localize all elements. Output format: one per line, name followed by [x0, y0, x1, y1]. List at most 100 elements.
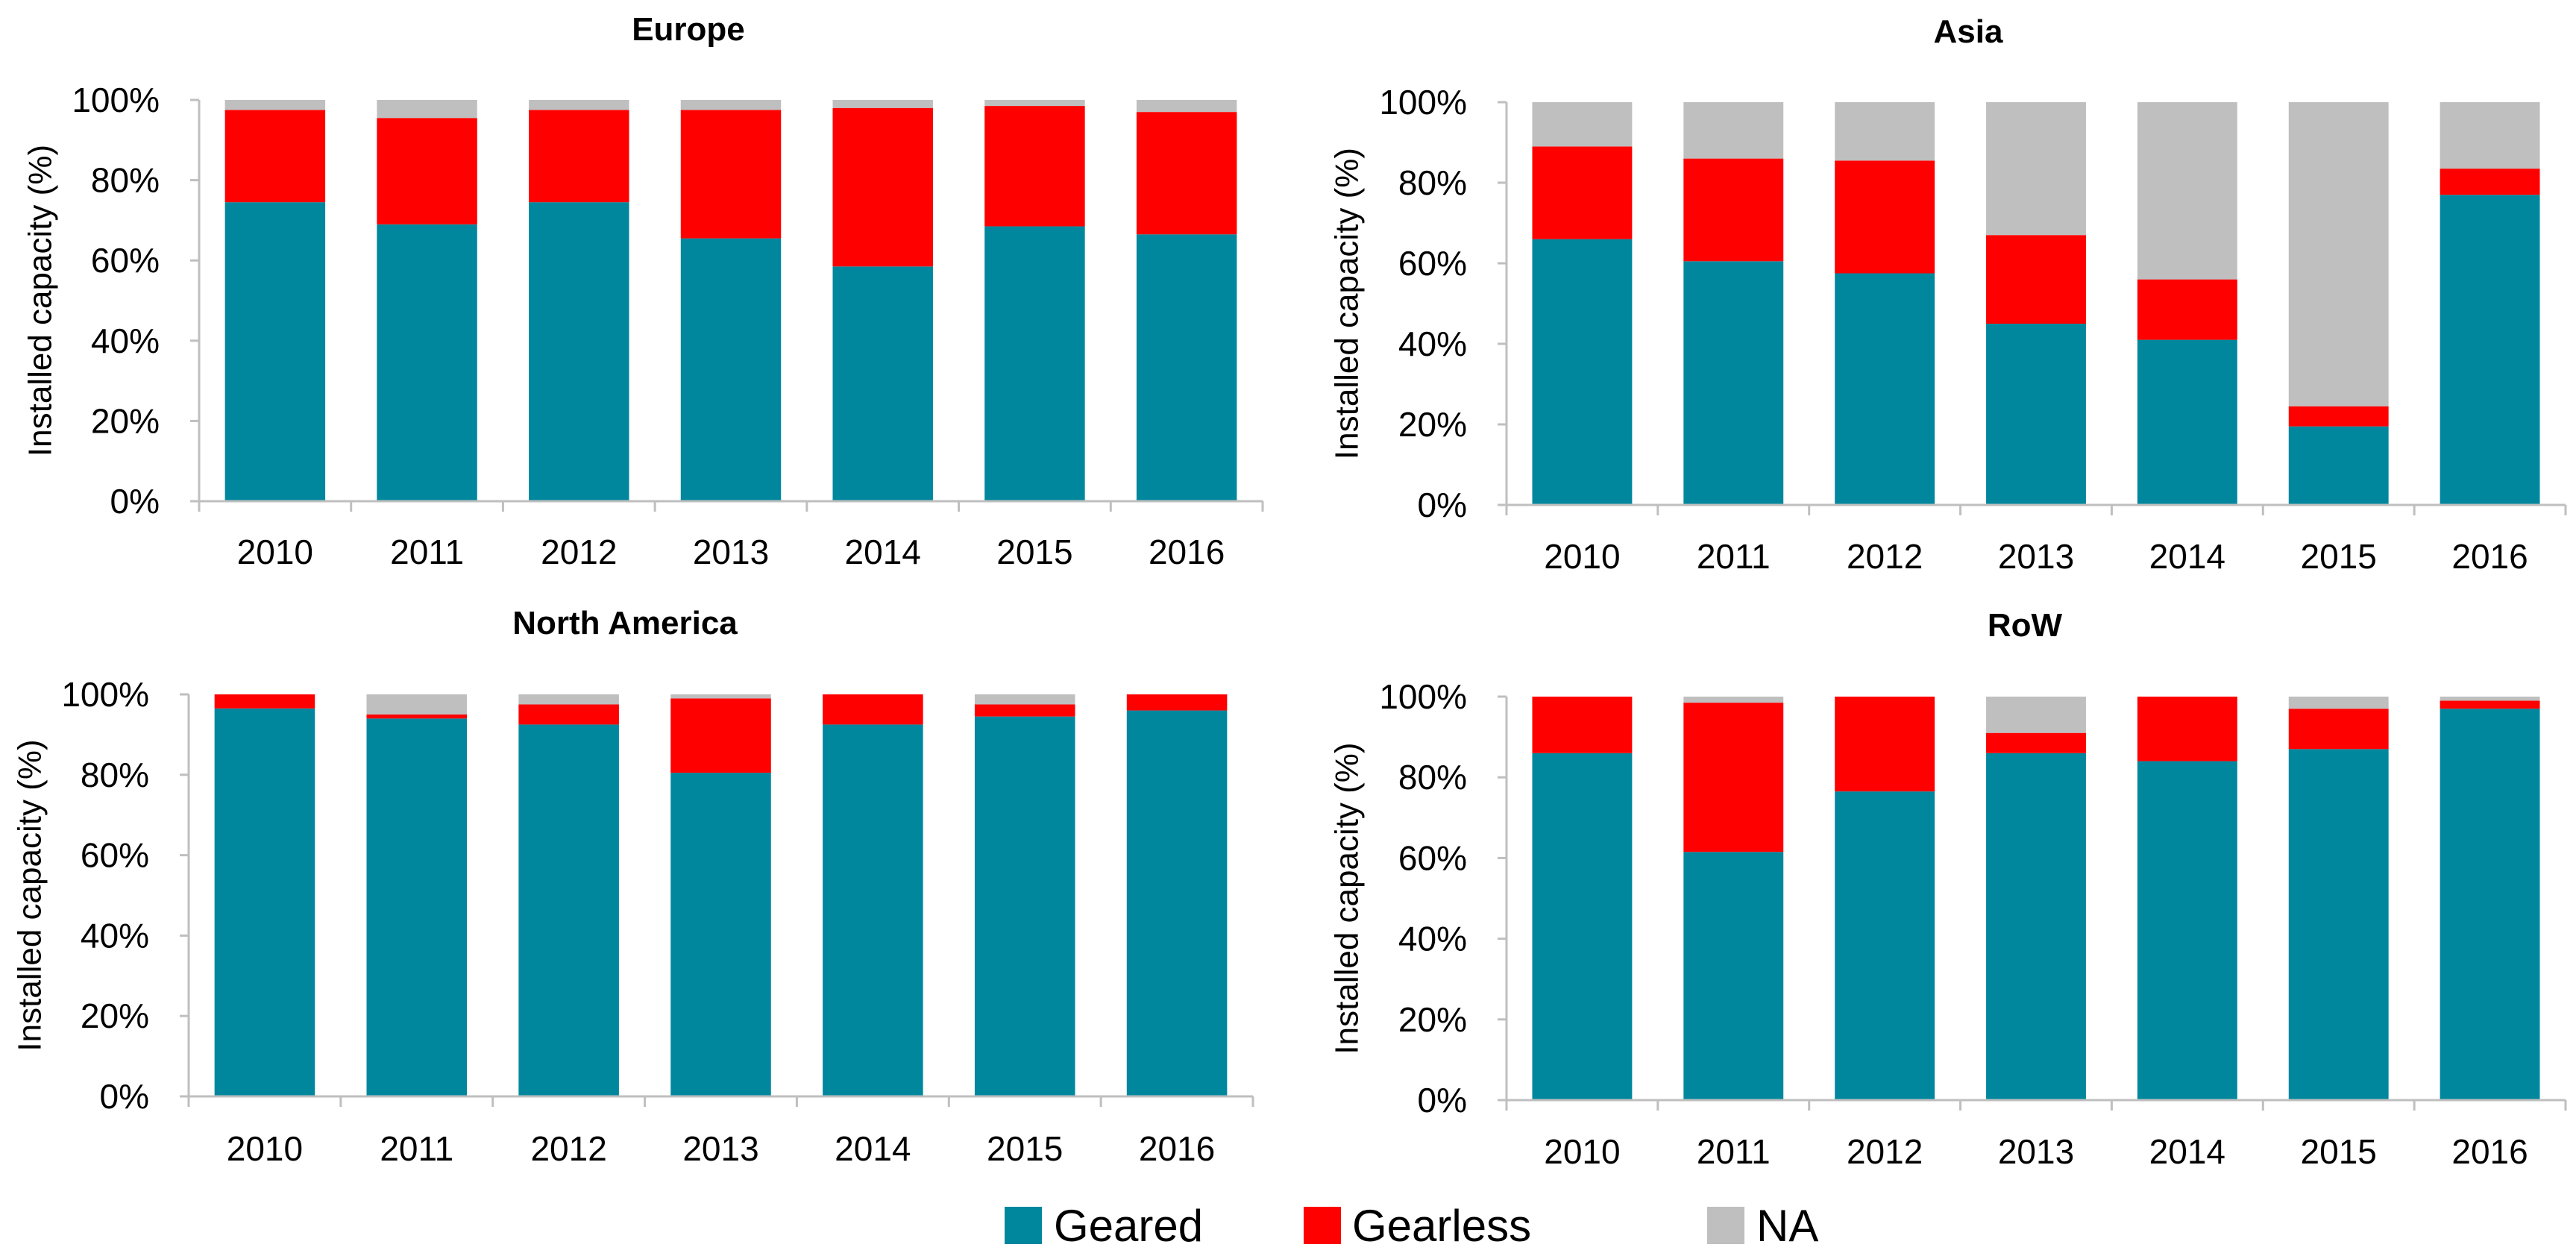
- x-tick-label: 2015: [987, 1129, 1063, 1168]
- y-axis-label: Installed capacity (%): [1329, 742, 1366, 1054]
- bar-geared-2013: [1986, 324, 2086, 505]
- y-tick-label: 80%: [1398, 163, 1467, 202]
- bar-na-2013: [1986, 102, 2086, 236]
- bar-gearless-2014: [2137, 279, 2237, 340]
- y-tick-label: 0%: [1418, 1081, 1467, 1120]
- x-tick-label: 2013: [1998, 537, 2074, 576]
- chart-title: North America: [512, 605, 738, 641]
- bar-na-2015: [974, 694, 1075, 705]
- y-tick-label: 100%: [1379, 677, 1467, 716]
- bar-geared-2012: [1835, 273, 1935, 505]
- bar-na-2010: [1532, 102, 1633, 147]
- bar-na-2012: [1835, 102, 1935, 161]
- bar-na-2016: [1136, 100, 1237, 113]
- bar-geared-2014: [2137, 339, 2237, 505]
- y-tick-label: 20%: [81, 996, 149, 1035]
- bar-geared-2015: [984, 226, 1085, 501]
- bar-geared-2014: [832, 266, 933, 501]
- legend-label-gearless: Gearless: [1352, 1201, 1531, 1251]
- x-tick-label: 2012: [541, 533, 617, 571]
- y-tick-label: 20%: [1398, 1000, 1467, 1039]
- bar-gearless-2011: [1683, 703, 1784, 852]
- x-tick-label: 2011: [1697, 537, 1771, 576]
- y-tick-label: 0%: [110, 482, 160, 521]
- y-axis-label: Installed capacity (%): [12, 739, 48, 1051]
- bar-geared-2013: [680, 238, 782, 501]
- bar-gearless-2010: [214, 694, 315, 709]
- y-tick-label: 100%: [1379, 83, 1467, 122]
- bar-gearless-2011: [377, 118, 477, 224]
- legend-swatch-geared: [1005, 1207, 1042, 1244]
- x-tick-label: 2016: [1149, 533, 1225, 571]
- bar-gearless-2014: [823, 694, 923, 725]
- chart-panel-north-america: North America Installed capacity (%) 0% 20%…: [12, 605, 1254, 1168]
- x-tick-label: 2014: [845, 533, 921, 571]
- y-tick-label: 80%: [81, 756, 149, 794]
- bar-na-2015: [2288, 697, 2389, 709]
- bar-na-2011: [377, 100, 477, 119]
- bar-geared-2011: [366, 718, 468, 1096]
- bar-na-2013: [670, 694, 771, 699]
- bar-geared-2011: [377, 224, 477, 501]
- y-tick-label: 40%: [81, 916, 149, 955]
- x-tick-label: 2013: [1998, 1132, 2074, 1171]
- bar-gearless-2013: [1986, 732, 2086, 753]
- bar-gearless-2013: [670, 698, 771, 773]
- x-tick-label: 2010: [1544, 537, 1620, 576]
- y-tick-label: 60%: [1398, 838, 1467, 877]
- x-tick-label: 2011: [1697, 1132, 1771, 1171]
- bar-gearless-2011: [366, 714, 468, 719]
- chart-title: Europe: [632, 11, 745, 48]
- x-tick-label: 2015: [2301, 1132, 2377, 1171]
- bar-na-2012: [529, 100, 629, 110]
- bar-gearless-2016: [2440, 700, 2540, 709]
- x-tick-label: 2016: [1139, 1129, 1215, 1168]
- bar-geared-2014: [2137, 761, 2237, 1100]
- bar-na-2014: [2137, 102, 2237, 280]
- bar-na-2013: [1986, 697, 2086, 733]
- bar-geared-2012: [518, 724, 619, 1096]
- x-tick-label: 2014: [2149, 537, 2225, 576]
- bar-geared-2011: [1683, 852, 1784, 1100]
- bar-na-2016: [2440, 697, 2540, 701]
- bar-geared-2012: [529, 202, 629, 501]
- chart-title: Asia: [1934, 13, 2003, 50]
- y-tick-label: 60%: [1398, 244, 1467, 283]
- bar-na-2016: [2440, 102, 2540, 169]
- legend-swatch-gearless: [1304, 1207, 1341, 1244]
- chart-panel-asia: Asia Installed capacity (%) 0% 20% 40% 60% 80%…: [1329, 13, 2567, 576]
- y-tick-label: 20%: [1398, 405, 1467, 444]
- bar-gearless-2012: [1835, 160, 1935, 274]
- y-tick-label: 0%: [100, 1077, 149, 1116]
- bar-geared-2015: [2288, 426, 2389, 505]
- y-tick-label: 40%: [1398, 324, 1467, 363]
- bar-geared-2010: [1532, 753, 1633, 1100]
- bar-na-2015: [984, 100, 1085, 107]
- y-axis-label: Installed capacity (%): [22, 145, 59, 456]
- y-tick-label: 80%: [91, 161, 160, 200]
- bar-na-2015: [2288, 102, 2389, 406]
- x-tick-label: 2016: [2451, 537, 2528, 576]
- x-tick-label: 2010: [237, 533, 313, 571]
- x-tick-label: 2011: [380, 1129, 453, 1168]
- y-tick-label: 0%: [1418, 486, 1467, 524]
- bar-gearless-2010: [1532, 146, 1633, 239]
- bar-geared-2016: [2440, 709, 2540, 1100]
- y-tick-label: 100%: [72, 81, 160, 119]
- bar-na-2013: [680, 100, 782, 110]
- bar-gearless-2012: [529, 110, 629, 203]
- bar-gearless-2013: [680, 110, 782, 239]
- y-tick-label: 40%: [1398, 920, 1467, 958]
- x-tick-label: 2012: [530, 1129, 606, 1168]
- bar-na-2012: [518, 694, 619, 705]
- bar-gearless-2010: [1532, 697, 1633, 753]
- y-tick-label: 40%: [91, 321, 160, 360]
- x-tick-label: 2011: [390, 533, 464, 571]
- y-tick-label: 80%: [1398, 758, 1467, 797]
- bar-geared-2016: [1126, 710, 1228, 1096]
- bar-geared-2012: [1835, 791, 1935, 1100]
- x-tick-label: 2014: [835, 1129, 911, 1168]
- bar-na-2011: [1683, 102, 1784, 159]
- bar-gearless-2015: [974, 704, 1075, 717]
